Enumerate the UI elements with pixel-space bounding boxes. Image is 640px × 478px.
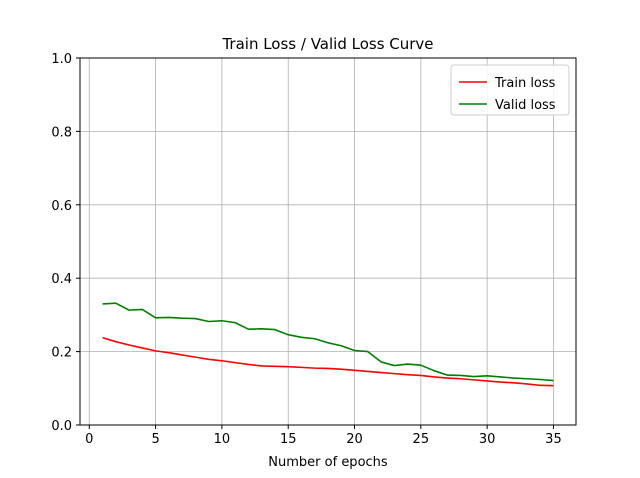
series-line-valid-loss xyxy=(102,302,554,382)
chart-title: Train Loss / Valid Loss Curve xyxy=(221,35,433,53)
x-tick-label: 15 xyxy=(280,432,297,447)
y-tick-label: 0.6 xyxy=(51,199,72,214)
y-tick-label: 0.2 xyxy=(51,346,72,361)
series-line-train-loss xyxy=(102,336,554,387)
y-tick-label: 0.0 xyxy=(51,419,72,434)
x-tick-label: 25 xyxy=(413,432,430,447)
y-tick-label: 1.0 xyxy=(51,52,72,67)
ticks: 0 5 10 15 20 25 30 35 0.0 0.2 0.4 0.6 0.8 1.0 xyxy=(51,52,561,447)
plot-frame xyxy=(79,57,577,426)
x-tick-label: 35 xyxy=(545,432,562,447)
y-tick-label: 0.8 xyxy=(51,125,72,140)
x-tick-label: 20 xyxy=(346,432,363,447)
legend-label-train-loss: Train loss xyxy=(494,76,556,91)
legend: Train loss Valid loss xyxy=(450,64,570,116)
x-axis-label: Number of epochs xyxy=(268,455,388,470)
x-tick-label: 10 xyxy=(214,432,231,447)
legend-box xyxy=(450,64,570,116)
x-tick-label: 5 xyxy=(151,432,159,447)
y-tick-label: 0.4 xyxy=(51,272,72,287)
series-layer xyxy=(102,302,554,387)
x-tick-label: 0 xyxy=(85,432,93,447)
legend-label-valid-loss: Valid loss xyxy=(495,98,556,113)
x-tick-label: 30 xyxy=(479,432,496,447)
